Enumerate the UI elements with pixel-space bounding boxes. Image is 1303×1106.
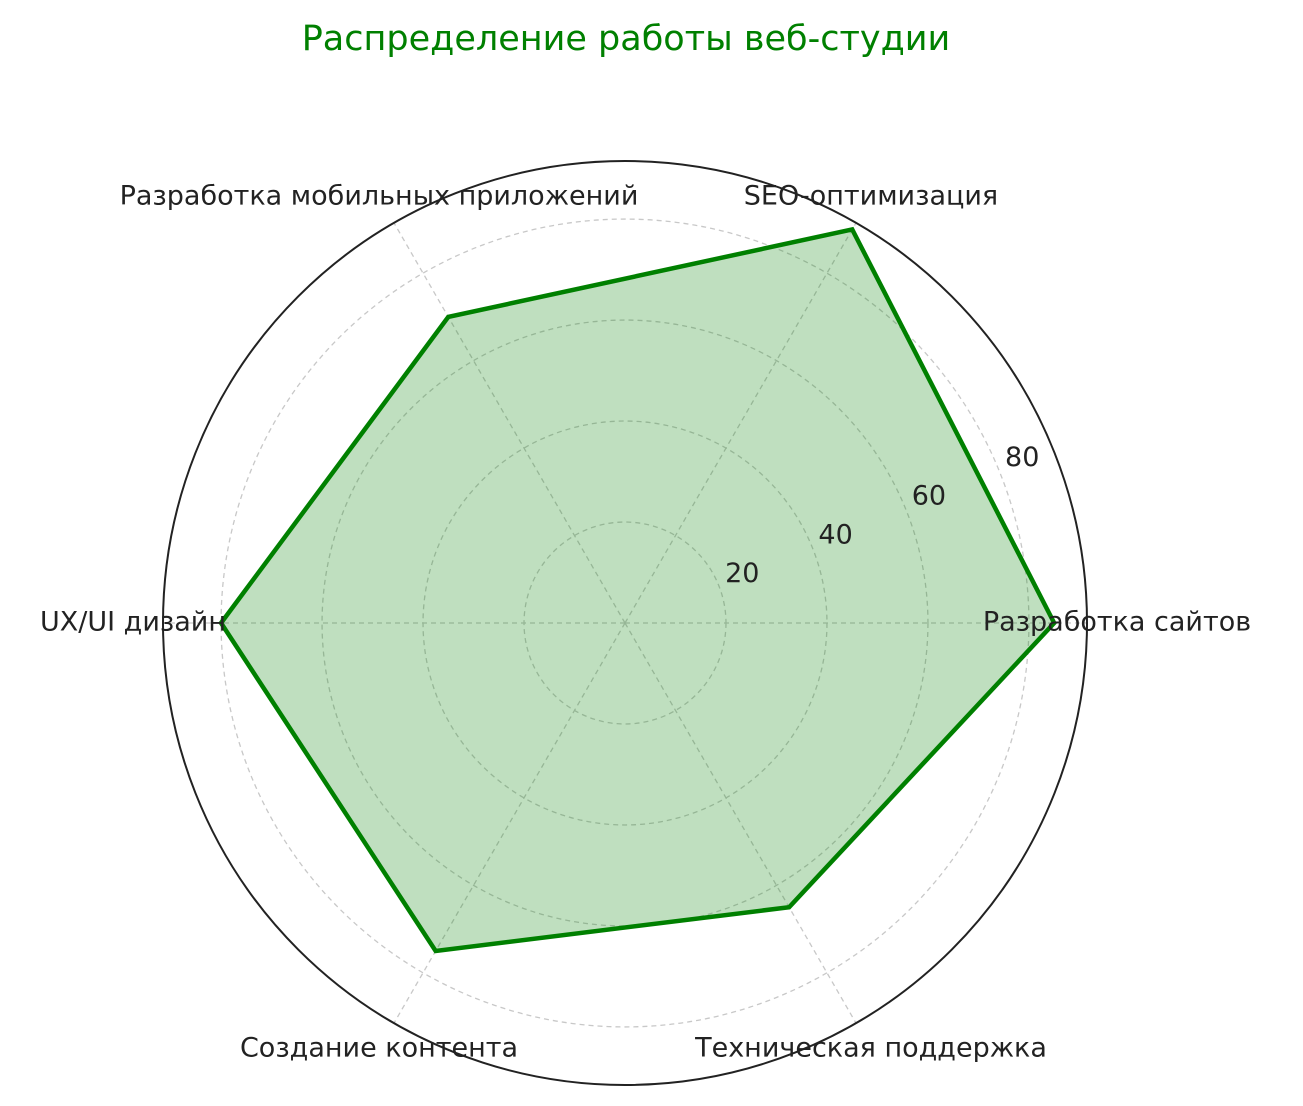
category-label: Разработка мобильных приложений <box>120 180 639 211</box>
outer-frame <box>162 160 1088 1086</box>
category-label: Разработка сайтов <box>983 607 1251 638</box>
category-label: Создание контента <box>240 1033 518 1064</box>
r-tick-label: 40 <box>818 519 852 550</box>
grid-circle <box>220 218 1030 1028</box>
category-label: SEO-оптимизация <box>744 180 998 211</box>
radar-area <box>218 226 1057 954</box>
category-label: UX/UI дизайн <box>40 607 226 638</box>
chart-title: Распределение работы веб-студии <box>302 19 951 59</box>
r-tick-label: 20 <box>725 558 759 589</box>
r-tick-label: 80 <box>1005 442 1039 473</box>
spoke <box>393 222 626 624</box>
r-tick-label: 60 <box>912 481 946 512</box>
spoke <box>624 222 857 624</box>
spoke <box>624 622 857 1024</box>
spoke <box>393 622 626 1024</box>
category-label: Техническая поддержка <box>694 1033 1047 1064</box>
grid-circle <box>321 319 929 927</box>
